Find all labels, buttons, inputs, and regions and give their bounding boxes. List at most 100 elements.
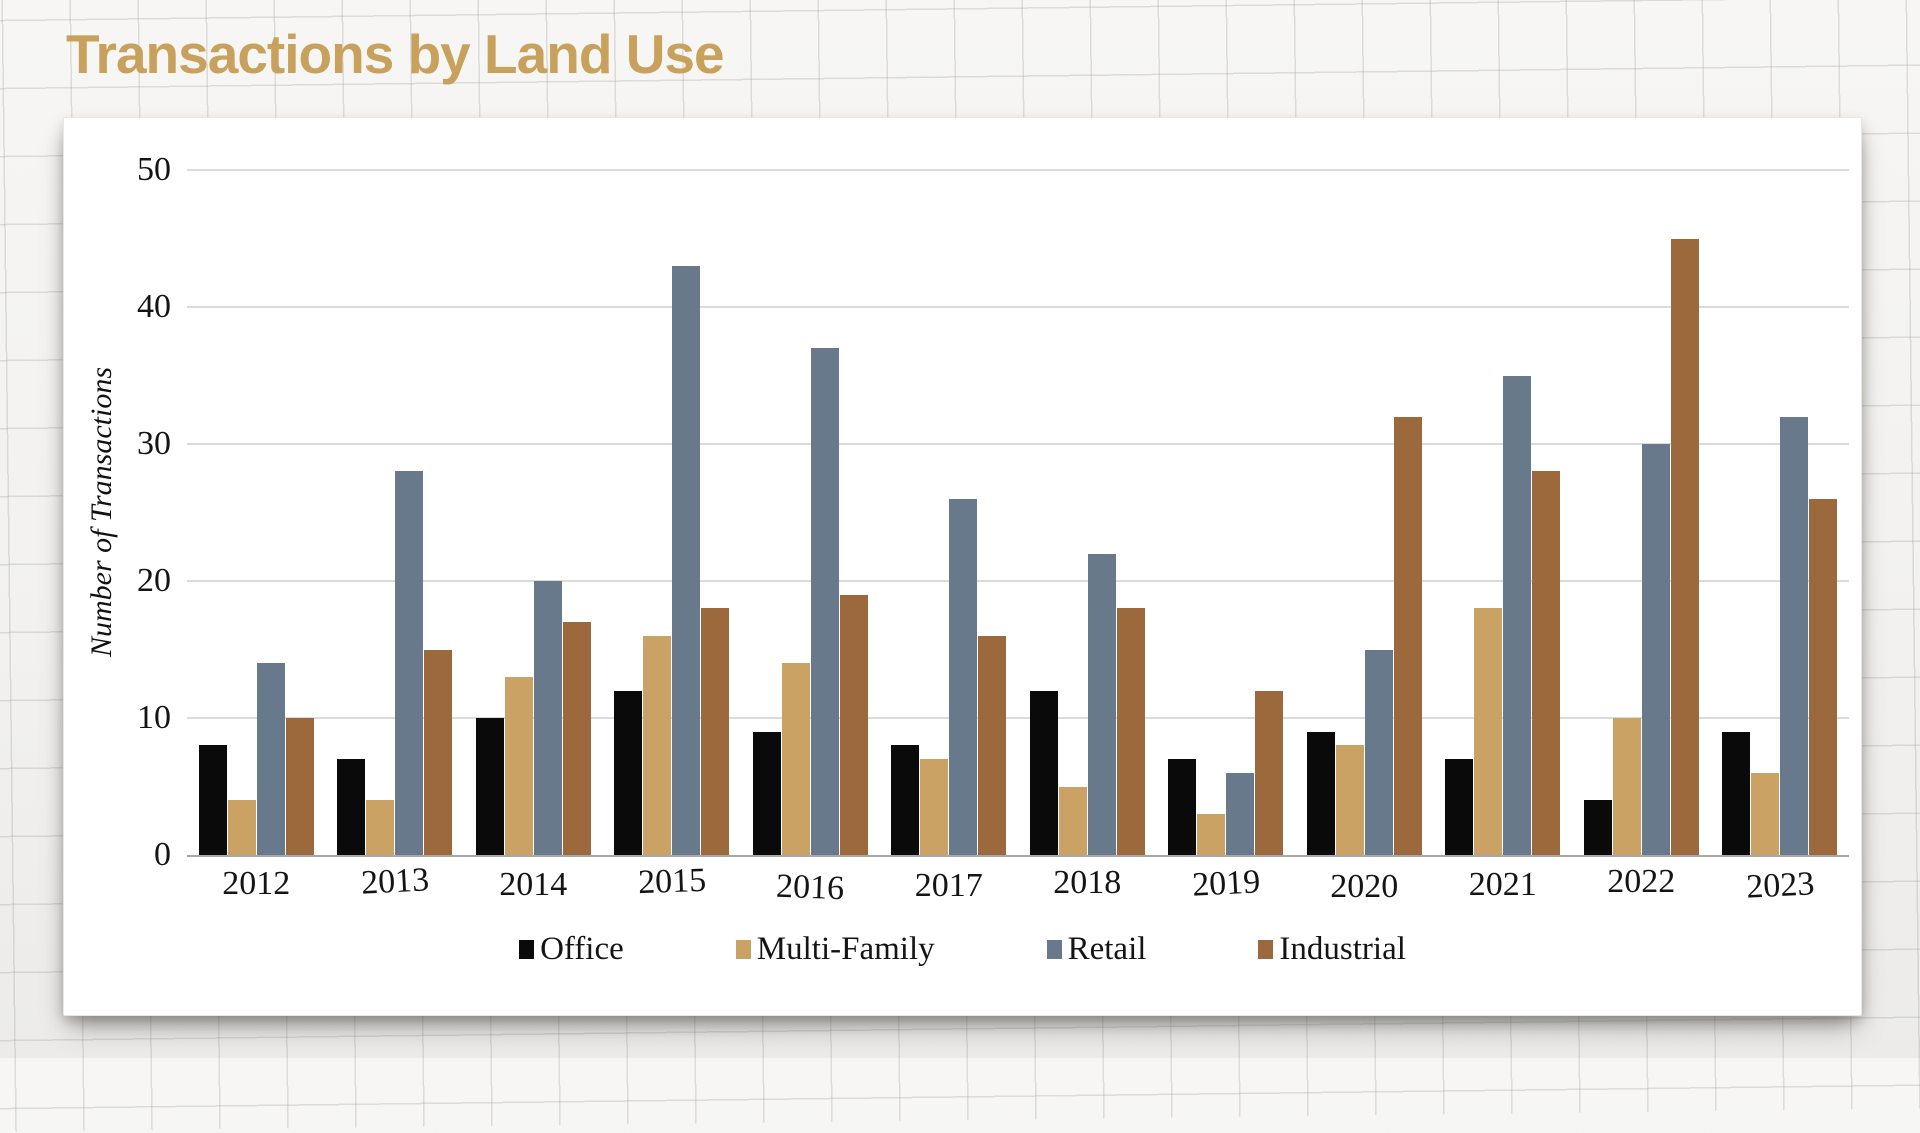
bar-industrial-2019	[1255, 690, 1284, 855]
chart-panel: Number of Transactions 0 10 20 30 40 50 2012 20…	[63, 117, 1862, 1016]
plot-area: 0 10 20 30 40 50 2012 2013 2014 2015 2016 2017 2018 2…	[137, 153, 1849, 907]
x-axis-labels: 2012 2013 2014 2015 2016 2017 2018 2019 2020 2021…	[187, 861, 1849, 907]
x-tick-label: 2021	[1468, 866, 1537, 903]
bar-office-2013	[337, 759, 366, 855]
bar-group-2016	[741, 170, 880, 855]
gridline	[187, 580, 1849, 582]
bar-group-2017	[880, 170, 1019, 855]
bar-office-2022	[1583, 800, 1612, 855]
legend-item-retail: Retail	[1046, 931, 1147, 967]
bar-group-2023	[1711, 170, 1850, 855]
bar-retail-2020	[1364, 649, 1393, 855]
bar-industrial-2013	[424, 649, 453, 855]
bar-retail-2022	[1641, 444, 1670, 855]
legend-label: Retail	[1067, 931, 1147, 967]
x-tick-label: 2014	[499, 866, 568, 903]
x-tick-label: 2016	[775, 867, 845, 908]
legend-swatch-icon	[519, 940, 535, 959]
bar-office-2014	[475, 718, 504, 855]
bar-retail-2021	[1503, 375, 1532, 855]
bar-industrial-2022	[1670, 238, 1699, 855]
bar-multi-family-2023	[1751, 772, 1780, 855]
legend-item-multi-family: Multi-Family	[735, 931, 935, 967]
gridline	[187, 717, 1849, 719]
bar-multi-family-2017	[920, 759, 949, 855]
bar-office-2016	[752, 731, 781, 855]
y-tick-label: 50	[137, 151, 171, 188]
bar-group-2022	[1572, 170, 1711, 855]
bar-group-2020	[1295, 170, 1434, 855]
bar-multi-family-2019	[1197, 813, 1226, 855]
x-tick-label: 2018	[1053, 864, 1122, 901]
bar-industrial-2016	[839, 594, 868, 855]
bar-retail-2018	[1087, 553, 1116, 855]
bar-multi-family-2012	[227, 800, 256, 855]
x-tick-label: 2012	[222, 865, 291, 902]
bar-industrial-2018	[1116, 608, 1145, 855]
page-title: Transactions by Land Use	[66, 23, 725, 85]
bar-multi-family-2018	[1058, 786, 1087, 855]
bar-industrial-2014	[562, 622, 591, 855]
y-tick-label: 40	[137, 288, 171, 325]
x-tick-label: 2022	[1607, 863, 1676, 900]
legend-swatch-icon	[1258, 940, 1274, 959]
bar-office-2018	[1029, 690, 1058, 855]
bars-layer	[187, 170, 1849, 855]
bar-industrial-2020	[1393, 416, 1422, 855]
bar-retail-2014	[533, 581, 562, 855]
x-tick-label: 2017	[914, 867, 983, 904]
y-tick-label: 30	[137, 425, 171, 462]
bar-group-2018	[1018, 170, 1157, 855]
gridline	[187, 306, 1849, 308]
bar-office-2021	[1445, 759, 1474, 855]
bar-group-2021	[1434, 170, 1573, 855]
bar-industrial-2017	[978, 635, 1007, 855]
bar-retail-2016	[810, 348, 839, 855]
bar-multi-family-2022	[1612, 718, 1641, 855]
bar-group-2012	[187, 170, 326, 855]
bar-retail-2023	[1780, 416, 1809, 855]
bar-retail-2012	[256, 663, 285, 855]
bar-multi-family-2015	[643, 635, 672, 855]
bar-office-2023	[1722, 731, 1751, 855]
bar-retail-2015	[672, 265, 701, 855]
bar-multi-family-2021	[1474, 608, 1503, 855]
legend-swatch-icon	[1046, 940, 1062, 959]
x-tick-label: 2023	[1744, 865, 1815, 906]
legend-item-industrial: Industrial	[1258, 931, 1406, 967]
bar-group-2019	[1157, 170, 1296, 855]
bar-office-2020	[1306, 731, 1335, 855]
bar-multi-family-2013	[366, 800, 395, 855]
legend-label: Multi-Family	[756, 931, 935, 967]
gridline	[187, 169, 1849, 171]
legend-item-office: Office	[519, 933, 624, 966]
x-tick-label: 2013	[359, 861, 430, 902]
bar-office-2012	[198, 745, 227, 855]
bar-office-2019	[1168, 759, 1197, 855]
bar-industrial-2021	[1532, 471, 1561, 855]
chart-legend: Office Multi-Family Retail Industrial	[64, 933, 1861, 966]
x-tick-label: 2015	[637, 861, 707, 902]
legend-swatch-icon	[735, 940, 751, 959]
bar-group-2014	[464, 170, 603, 855]
bar-multi-family-2014	[504, 676, 533, 855]
bar-industrial-2023	[1809, 498, 1838, 855]
bar-group-2013	[326, 170, 465, 855]
bar-industrial-2015	[701, 608, 730, 855]
legend-label: Industrial	[1279, 931, 1406, 967]
gridline	[187, 443, 1849, 445]
bar-office-2017	[891, 745, 920, 855]
bar-group-2015	[603, 170, 742, 855]
legend-label: Office	[540, 931, 624, 967]
bar-retail-2013	[395, 471, 424, 855]
bar-multi-family-2020	[1335, 745, 1364, 855]
bar-industrial-2012	[285, 718, 314, 855]
bar-multi-family-2016	[781, 663, 810, 855]
bar-office-2015	[614, 690, 643, 855]
bar-retail-2019	[1226, 772, 1255, 855]
x-tick-label: 2019	[1190, 863, 1261, 904]
bar-retail-2017	[949, 498, 978, 855]
y-tick-label: 20	[137, 562, 171, 599]
y-axis-title: Number of Transactions	[85, 366, 118, 658]
x-tick-label: 2020	[1330, 868, 1399, 905]
